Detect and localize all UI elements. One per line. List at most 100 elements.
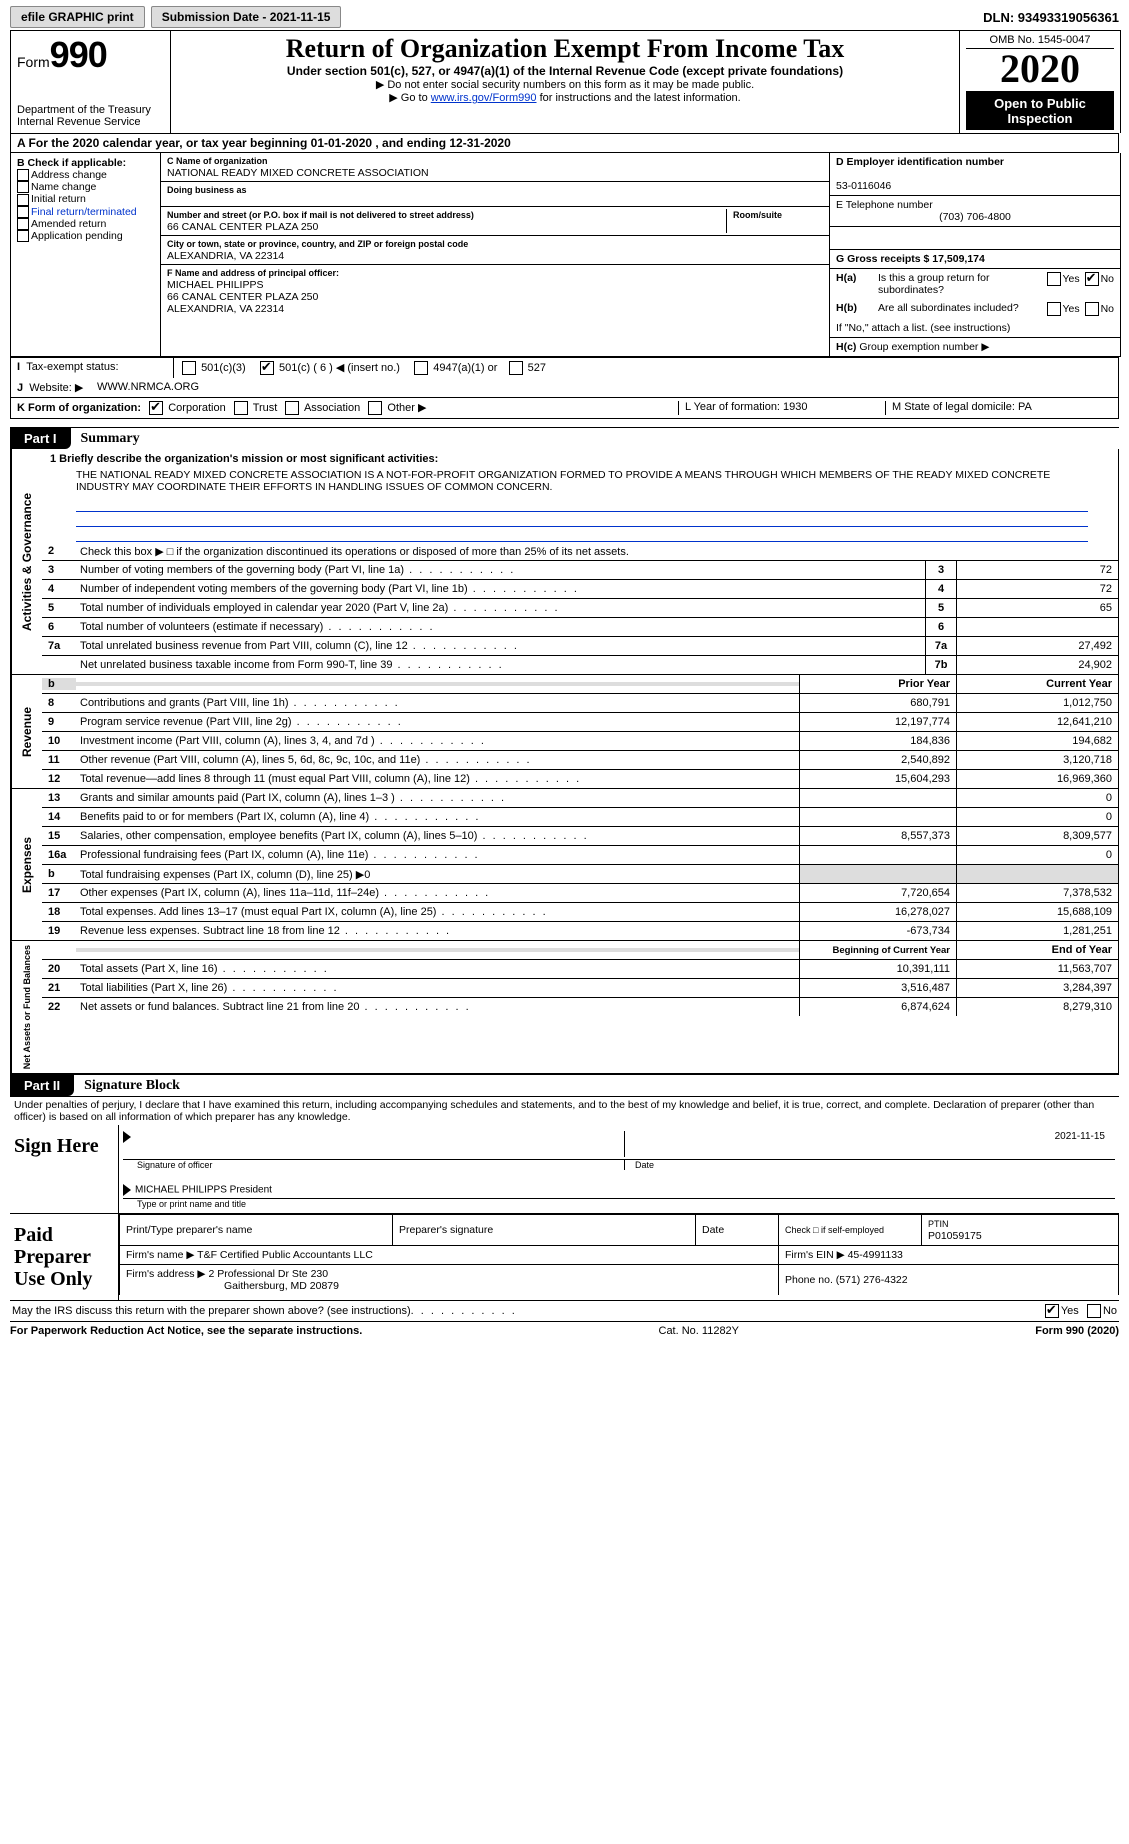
- column-c-org: C Name of organization NATIONAL READY MI…: [161, 153, 830, 356]
- page-footer: For Paperwork Reduction Act Notice, see …: [10, 1321, 1119, 1337]
- firm-ein-label: Firm's EIN ▶: [785, 1249, 845, 1261]
- rev-side-label: Revenue: [11, 675, 42, 788]
- column-b-checkboxes: B Check if applicable: Address change Na…: [11, 153, 161, 356]
- table-row: 9Program service revenue (Part VIII, lin…: [42, 713, 1118, 732]
- table-row: 5Total number of individuals employed in…: [42, 599, 1118, 618]
- paid-h2: Preparer's signature: [393, 1215, 696, 1246]
- efile-print-button[interactable]: efile GRAPHIC print: [10, 6, 145, 28]
- h-a-label: H(a): [836, 272, 878, 296]
- table-row: 13Grants and similar amounts paid (Part …: [42, 789, 1118, 808]
- table-row: 18Total expenses. Add lines 13–17 (must …: [42, 903, 1118, 922]
- begin-year-header: Beginning of Current Year: [799, 941, 956, 959]
- website-value: WWW.NRMCA.ORG: [97, 381, 199, 394]
- table-row: 20Total assets (Part X, line 16)10,391,1…: [42, 960, 1118, 979]
- sig-officer-label: Signature of officer: [123, 1160, 624, 1170]
- sig-date: 2021-11-15: [624, 1131, 1115, 1157]
- firm-ein: 45-4991133: [848, 1249, 903, 1261]
- phone-value: (703) 706-4800: [836, 211, 1114, 223]
- org-info-grid: B Check if applicable: Address change Na…: [10, 153, 1121, 357]
- dln-label: DLN: 93493319056361: [983, 10, 1119, 25]
- paid-preparer-label: Paid Preparer Use Only: [10, 1214, 118, 1300]
- table-row: 19Revenue less expenses. Subtract line 1…: [42, 922, 1118, 940]
- sig-date-label: Date: [624, 1160, 1115, 1170]
- street-label: Number and street (or P.O. box if mail i…: [167, 210, 474, 220]
- firm-phone: Phone no. (571) 276-4322: [779, 1265, 1119, 1296]
- firm-addr-label: Firm's address ▶: [126, 1268, 206, 1280]
- sign-here-block: Sign Here 2021-11-15 Signature of office…: [10, 1125, 1119, 1214]
- firm-addr1: 2 Professional Dr Ste 230: [208, 1268, 328, 1280]
- chk-name-change[interactable]: Name change: [17, 181, 154, 193]
- street-value: 66 CANAL CENTER PLAZA 250: [167, 221, 318, 233]
- row-a-tax-year: A For the 2020 calendar year, or tax yea…: [10, 133, 1119, 153]
- form990-link[interactable]: www.irs.gov/Form990: [431, 92, 537, 104]
- state-domicile: M State of legal domicile: PA: [885, 401, 1112, 415]
- part-i-tab: Part I: [10, 428, 71, 449]
- officer-name: MICHAEL PHILIPPS: [167, 279, 263, 291]
- form-note-2: ▶ Go to www.irs.gov/Form990 for instruct…: [177, 91, 953, 104]
- table-row: bTotal fundraising expenses (Part IX, co…: [42, 865, 1118, 884]
- part-ii-header: Part II Signature Block: [10, 1074, 1119, 1096]
- table-row: 7aTotal unrelated business revenue from …: [42, 637, 1118, 656]
- tax-year: 2020: [966, 49, 1114, 92]
- line-2: Check this box ▶ □ if the organization d…: [76, 543, 1118, 560]
- chk-final-return[interactable]: Final return/terminated: [17, 206, 154, 218]
- table-row: 21Total liabilities (Part X, line 26)3,5…: [42, 979, 1118, 998]
- officer-addr1: 66 CANAL CENTER PLAZA 250: [167, 291, 318, 303]
- column-d-right: D Employer identification number 53-0116…: [830, 153, 1120, 356]
- table-row: 4Number of independent voting members of…: [42, 580, 1118, 599]
- note2-prefix: ▶ Go to: [389, 92, 430, 104]
- h-a-question: Is this a group return for subordinates?: [878, 272, 1045, 296]
- table-row: Net unrelated business taxable income fr…: [42, 656, 1118, 674]
- paid-ptin: P01059175: [928, 1230, 982, 1242]
- form-number: 990: [50, 34, 107, 75]
- revenue-section: Revenue b Prior Year Current Year 8Contr…: [10, 675, 1119, 789]
- form-header: Form990 Department of the Treasury Inter…: [10, 30, 1121, 133]
- form-subtitle: Under section 501(c), 527, or 4947(a)(1)…: [177, 64, 953, 78]
- sign-here-label: Sign Here: [10, 1125, 118, 1213]
- city-value: ALEXANDRIA, VA 22314: [167, 250, 284, 262]
- chk-amended-return[interactable]: Amended return: [17, 218, 154, 230]
- row-k-form-org: K Form of organization: Corporation Trus…: [10, 398, 1119, 419]
- h-b-label: H(b): [836, 302, 878, 316]
- ein-label: D Employer identification number: [836, 156, 1004, 168]
- prior-year-header: Prior Year: [799, 675, 956, 693]
- h-c-label: H(c): [836, 341, 856, 353]
- expenses-section: Expenses 13Grants and similar amounts pa…: [10, 789, 1119, 941]
- table-row: 16aProfessional fundraising fees (Part I…: [42, 846, 1118, 865]
- paid-h3: Date: [696, 1215, 779, 1246]
- activities-governance: Activities & Governance 1 Briefly descri…: [10, 449, 1119, 675]
- h-b-note: If "No," attach a list. (see instruction…: [830, 319, 1120, 338]
- form-designation: Form990: [17, 34, 164, 76]
- part-i-title: Summary: [71, 431, 140, 447]
- mission-label: 1 Briefly describe the organization's mi…: [50, 453, 438, 465]
- col-b-header: B Check if applicable:: [17, 157, 154, 169]
- officer-addr2: ALEXANDRIA, VA 22314: [167, 303, 284, 315]
- table-row: 17Other expenses (Part IX, column (A), l…: [42, 884, 1118, 903]
- ag-side-label: Activities & Governance: [11, 449, 42, 674]
- submission-date-button[interactable]: Submission Date - 2021-11-15: [151, 6, 342, 28]
- table-row: 22Net assets or fund balances. Subtract …: [42, 998, 1118, 1016]
- table-row: 8Contributions and grants (Part VIII, li…: [42, 694, 1118, 713]
- h-c-text: Group exemption number ▶: [859, 341, 989, 353]
- penalties-text: Under penalties of perjury, I declare th…: [10, 1096, 1119, 1125]
- mission-text: THE NATIONAL READY MIXED CONCRETE ASSOCI…: [42, 465, 1118, 497]
- form-title: Return of Organization Exempt From Incom…: [177, 34, 953, 64]
- table-row: 12Total revenue—add lines 8 through 11 (…: [42, 770, 1118, 788]
- org-name-label: C Name of organization: [167, 156, 268, 166]
- chk-initial-return[interactable]: Initial return: [17, 193, 154, 205]
- footer-left: For Paperwork Reduction Act Notice, see …: [10, 1325, 362, 1337]
- table-row: 14Benefits paid to or for members (Part …: [42, 808, 1118, 827]
- form-prefix: Form: [17, 54, 50, 70]
- ein-value: 53-0116046: [836, 180, 891, 192]
- table-row: 10Investment income (Part VIII, column (…: [42, 732, 1118, 751]
- chk-application-pending[interactable]: Application pending: [17, 230, 154, 242]
- room-label: Room/suite: [733, 210, 782, 220]
- open-public-badge: Open to Public Inspection: [966, 92, 1114, 130]
- firm-name: T&F Certified Public Accountants LLC: [197, 1249, 373, 1261]
- dept-label: Department of the Treasury Internal Reve…: [17, 104, 164, 128]
- chk-address-change[interactable]: Address change: [17, 169, 154, 181]
- phone-label: E Telephone number: [836, 199, 933, 211]
- part-i-header: Part I Summary: [10, 427, 1119, 449]
- note2-suffix: for instructions and the latest informat…: [537, 92, 741, 104]
- part-ii-title: Signature Block: [74, 1078, 180, 1094]
